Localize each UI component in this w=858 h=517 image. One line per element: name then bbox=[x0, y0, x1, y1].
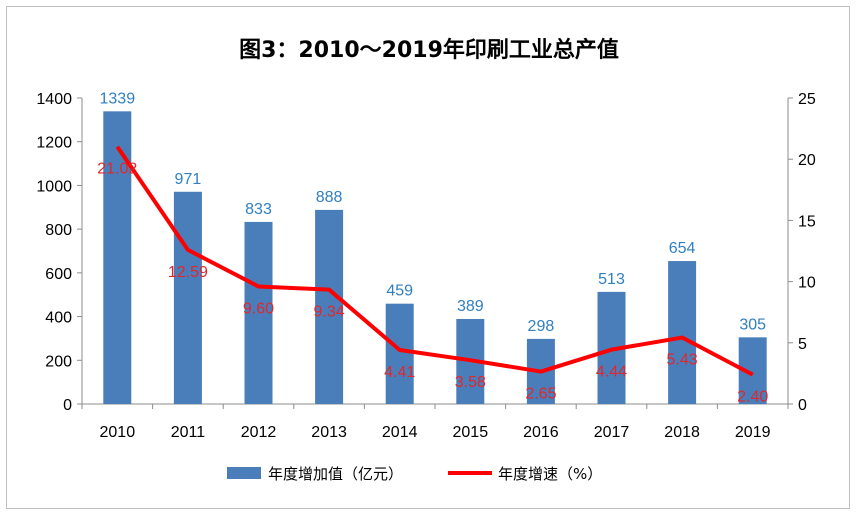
line-value-label: 9.60 bbox=[243, 300, 274, 317]
y-left-tick-label: 1200 bbox=[36, 135, 72, 152]
bar-value-label: 654 bbox=[669, 240, 696, 257]
bar-value-label: 513 bbox=[598, 271, 625, 288]
bar bbox=[315, 209, 344, 404]
growth-line bbox=[115, 145, 754, 377]
x-tick-label: 2013 bbox=[311, 424, 347, 441]
line-value-label: 9.34 bbox=[314, 304, 345, 321]
bar-value-label: 305 bbox=[739, 316, 766, 333]
x-tick-label: 2015 bbox=[453, 424, 489, 441]
y-left-tick-label: 400 bbox=[45, 310, 72, 327]
x-tick-label: 2010 bbox=[100, 424, 136, 441]
x-tick-label: 2012 bbox=[241, 424, 277, 441]
y-right-tick-label: 0 bbox=[798, 397, 807, 414]
y-right-tick-label: 10 bbox=[798, 275, 816, 292]
y-right-tick-label: 25 bbox=[798, 91, 816, 108]
bar bbox=[668, 261, 697, 404]
line-value-label: 2.65 bbox=[525, 386, 556, 403]
line-value-label: 3.58 bbox=[455, 374, 486, 391]
bar-value-label: 888 bbox=[316, 189, 343, 206]
data-labels: 1339 971 833 888 459 389 298 513 654 305 21.02 12.5… bbox=[97, 90, 768, 405]
line-value-label: 12.59 bbox=[168, 264, 208, 281]
x-tick-label: 2011 bbox=[171, 424, 206, 441]
chart-frame bbox=[6, 6, 850, 509]
line-value-label: 21.02 bbox=[97, 161, 137, 178]
bar bbox=[103, 111, 132, 404]
x-tick-label: 2017 bbox=[594, 424, 630, 441]
y-right-tick-label: 15 bbox=[798, 213, 816, 230]
bar bbox=[173, 191, 202, 404]
line-series bbox=[115, 145, 754, 377]
x-tick-label: 2019 bbox=[735, 424, 771, 441]
legend-bar-label: 年度增加值（亿元） bbox=[268, 465, 403, 483]
chart-title: 图3：2010～2019年印刷工业总产值 bbox=[239, 37, 619, 63]
bar bbox=[244, 221, 273, 404]
bar-value-label: 389 bbox=[457, 298, 484, 315]
bar-value-label: 459 bbox=[386, 283, 413, 300]
y-left-tick-label: 1400 bbox=[36, 91, 72, 108]
x-tick-label: 2018 bbox=[664, 424, 700, 441]
axes: 0 200 400 600 800 1000 1200 1400 0 5 10 15 20 25 2010 2… bbox=[36, 91, 815, 441]
x-tick-label: 2014 bbox=[382, 424, 418, 441]
bar bbox=[385, 303, 414, 404]
legend-bar-swatch bbox=[227, 467, 261, 479]
line-value-label: 4.41 bbox=[384, 364, 415, 381]
bar-value-label: 1339 bbox=[100, 90, 136, 107]
bar-value-label: 833 bbox=[245, 201, 272, 218]
line-value-label: 4.44 bbox=[596, 364, 627, 381]
line-value-label: 2.40 bbox=[737, 389, 768, 406]
y-left-tick-label: 0 bbox=[63, 397, 72, 414]
y-right-tick-label: 20 bbox=[798, 152, 816, 169]
y-right-tick-label: 5 bbox=[798, 336, 807, 353]
y-left-tick-label: 800 bbox=[45, 222, 72, 239]
legend-line-label: 年度增速（%） bbox=[498, 465, 602, 483]
y-left-tick-label: 1000 bbox=[36, 178, 72, 195]
legend: 年度增加值（亿元） 年度增速（%） bbox=[227, 465, 602, 483]
bar-value-label: 298 bbox=[528, 318, 555, 335]
y-left-tick-label: 200 bbox=[45, 353, 72, 370]
y-left-tick-label: 600 bbox=[45, 266, 72, 283]
bar-series bbox=[103, 111, 767, 404]
line-value-label: 5.43 bbox=[667, 352, 698, 369]
x-tick-label: 2016 bbox=[523, 424, 559, 441]
bar-value-label: 971 bbox=[175, 171, 202, 188]
